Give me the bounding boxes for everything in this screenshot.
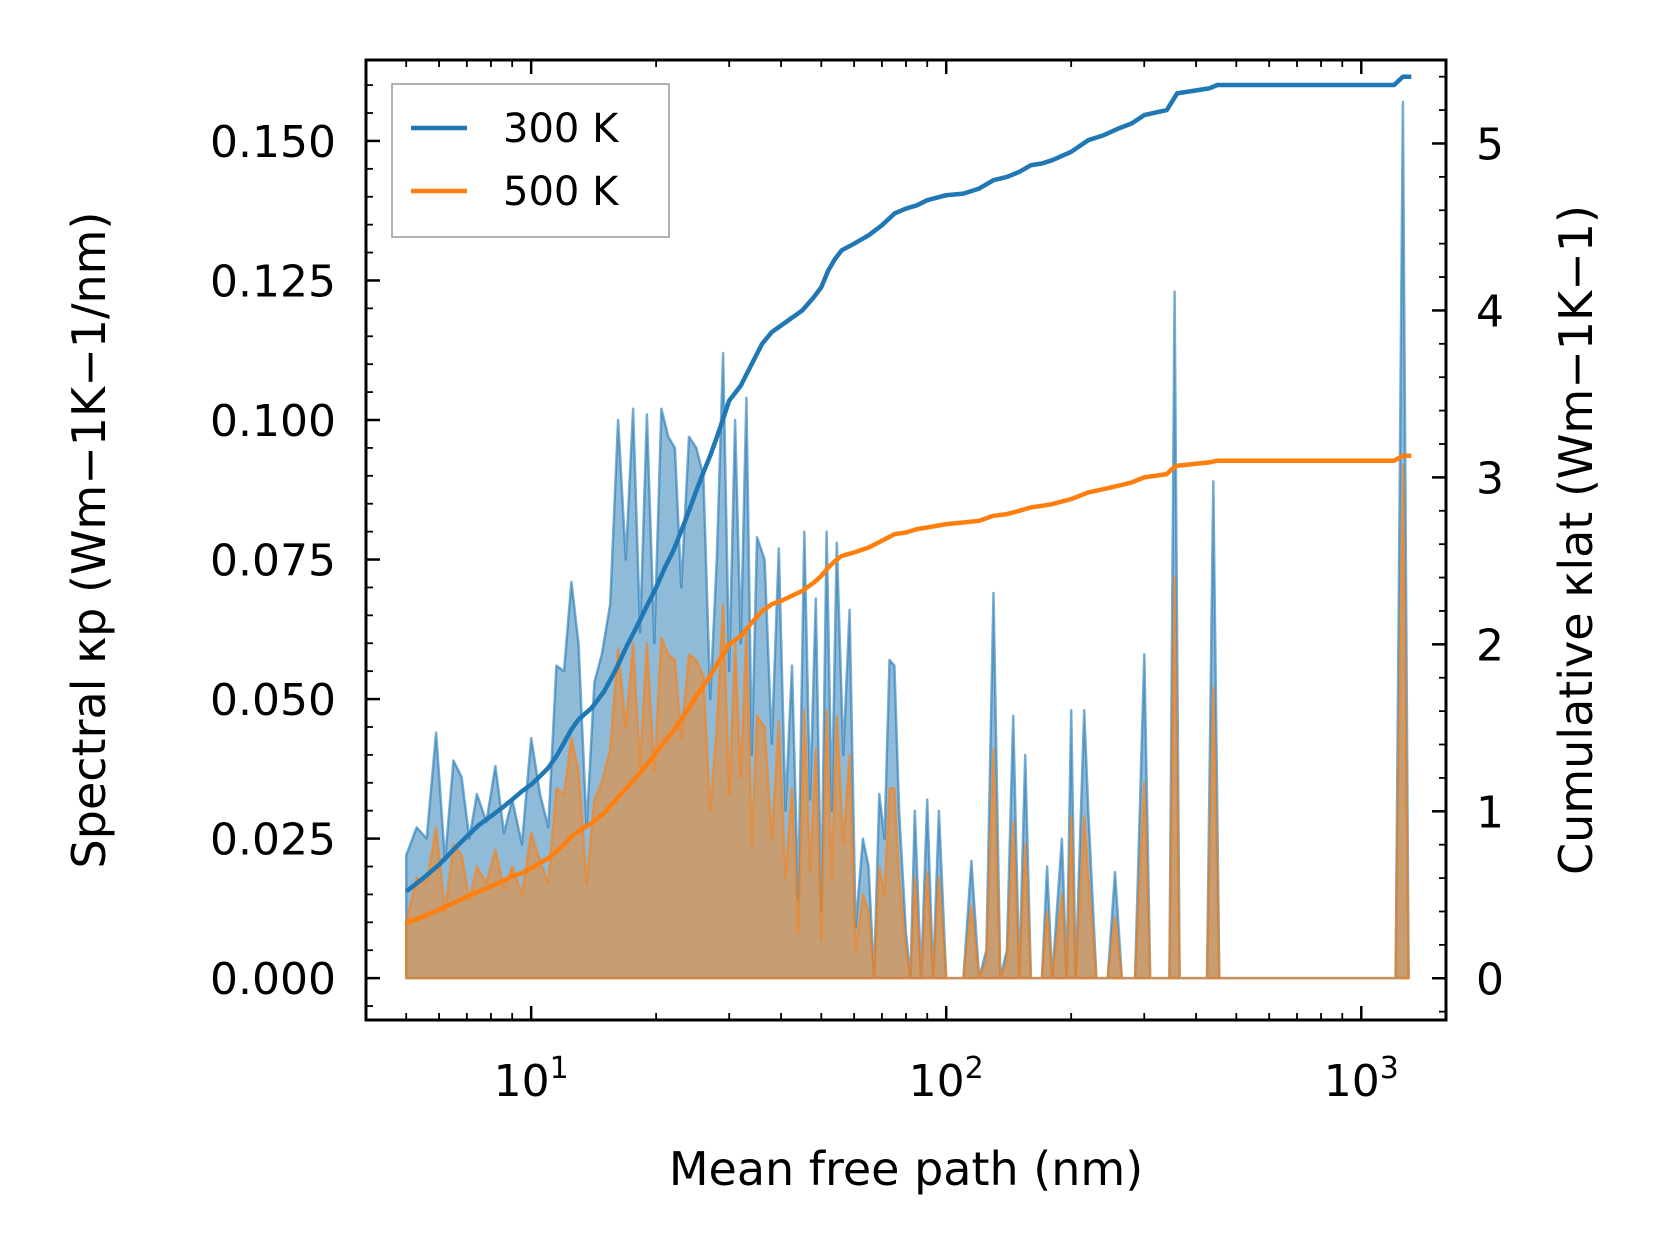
legend-label-300k: 300 K bbox=[503, 106, 620, 152]
y-left-tick-label: 0.150 bbox=[210, 117, 336, 168]
y-right-tick-label: 5 bbox=[1476, 119, 1504, 170]
cumulative-line-500k bbox=[405, 453, 1412, 926]
x-tick-label: 101 bbox=[494, 1051, 569, 1107]
cumulative-line-300k bbox=[404, 74, 1412, 894]
y-left-tick-label: 0.125 bbox=[210, 256, 336, 307]
legend-box bbox=[391, 83, 670, 238]
axis-ticks: 101 102 1030.0000.0250.0500.0750.1000.1250… bbox=[210, 60, 1504, 1107]
spectral-area-500k bbox=[404, 463, 1410, 980]
y-axis-right-label: Cumulative κlat (Wm−1K−1) bbox=[1549, 205, 1603, 875]
y-left-tick-label: 0.025 bbox=[210, 815, 336, 866]
cumulative-lines bbox=[404, 74, 1412, 926]
y-left-tick-label: 0.050 bbox=[210, 675, 336, 726]
legend: 300 K 500 K bbox=[391, 83, 670, 238]
y-right-tick-label: 2 bbox=[1476, 620, 1504, 671]
x-tick-label: 102 bbox=[909, 1051, 984, 1107]
y-right-tick-label: 4 bbox=[1476, 286, 1504, 337]
legend-label-500k: 500 K bbox=[503, 169, 620, 215]
spectral-fills bbox=[404, 100, 1410, 980]
y-right-tick-label: 0 bbox=[1476, 954, 1504, 1005]
y-right-tick-label: 3 bbox=[1476, 453, 1504, 504]
y-axis-left-label: Spectral κp (Wm−1K−1/nm) bbox=[62, 212, 116, 869]
plot-frame bbox=[364, 58, 1448, 1022]
x-tick-label: 103 bbox=[1324, 1051, 1399, 1107]
y-left-tick-label: 0.100 bbox=[210, 396, 336, 447]
y-left-tick-label: 0.000 bbox=[210, 954, 336, 1005]
y-left-tick-label: 0.075 bbox=[210, 536, 336, 587]
y-right-tick-label: 1 bbox=[1476, 787, 1504, 838]
x-axis-label: Mean free path (nm) bbox=[669, 1142, 1143, 1196]
